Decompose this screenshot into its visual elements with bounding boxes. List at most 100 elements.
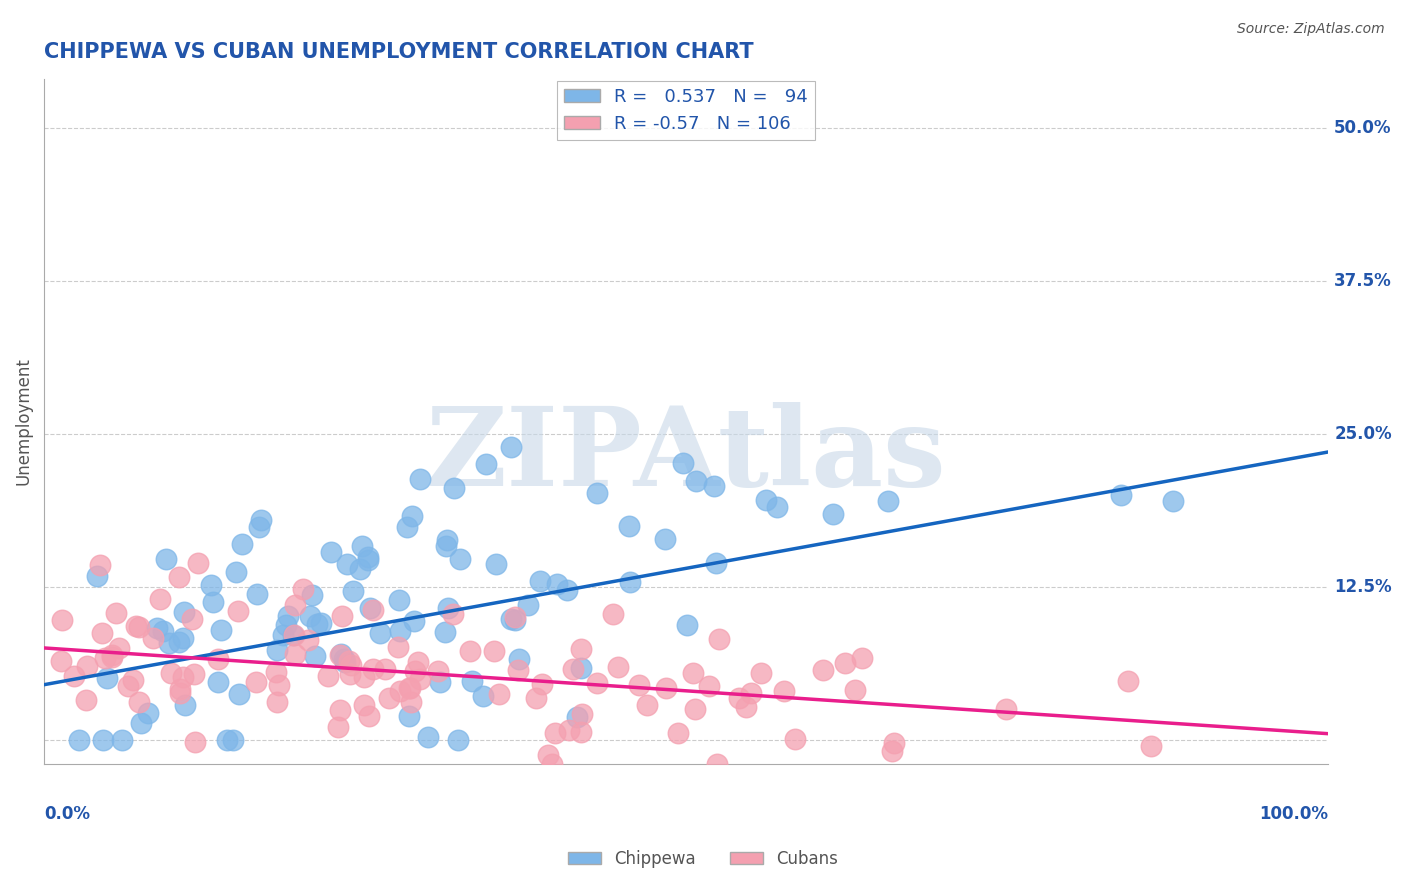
Point <box>404 664 426 678</box>
Point <box>585 676 607 690</box>
Point <box>357 553 380 567</box>
Point <box>62 669 84 683</box>
Point <box>811 663 834 677</box>
Point <box>228 687 250 701</box>
Point <box>531 677 554 691</box>
Point <box>501 612 523 626</box>
Point <box>350 539 373 553</box>
Point <box>155 551 177 566</box>
Point <box>586 486 609 500</box>
Point <box>755 492 778 507</box>
Point <box>619 575 641 590</box>
Point <box>152 624 174 639</box>
Point <box>636 698 658 712</box>
Point <box>173 605 195 619</box>
Text: 25.0%: 25.0% <box>1334 425 1392 442</box>
Point <box>851 651 873 665</box>
Point <box>398 709 420 723</box>
Point <box>472 690 495 704</box>
Point <box>353 670 375 684</box>
Point <box>569 661 592 675</box>
Point <box>785 732 807 747</box>
Point <box>655 681 678 695</box>
Text: CHIPPEWA VS CUBAN UNEMPLOYMENT CORRELATION CHART: CHIPPEWA VS CUBAN UNEMPLOYMENT CORRELATI… <box>44 42 754 62</box>
Point <box>329 703 352 717</box>
Point <box>740 686 762 700</box>
Point <box>309 616 332 631</box>
Point <box>336 557 359 571</box>
Point <box>877 493 900 508</box>
Point <box>361 603 384 617</box>
Point <box>441 607 464 621</box>
Point <box>823 508 845 522</box>
Point <box>169 570 191 584</box>
Point <box>283 628 305 642</box>
Point <box>250 513 273 527</box>
Point <box>416 730 439 744</box>
Point <box>357 549 380 564</box>
Point <box>91 732 114 747</box>
Point <box>449 552 471 566</box>
Point <box>181 612 204 626</box>
Point <box>316 669 339 683</box>
Point <box>488 687 510 701</box>
Point <box>157 636 180 650</box>
Point <box>654 532 676 546</box>
Point <box>706 757 728 772</box>
Point <box>399 695 422 709</box>
Point <box>524 691 547 706</box>
Point <box>773 684 796 698</box>
Point <box>247 519 270 533</box>
Point <box>994 702 1017 716</box>
Point <box>1109 488 1132 502</box>
Point <box>246 587 269 601</box>
Point <box>269 678 291 692</box>
Point <box>436 533 458 548</box>
Point <box>516 598 538 612</box>
Point <box>69 732 91 747</box>
Point <box>569 725 592 739</box>
Point <box>245 675 267 690</box>
Point <box>529 574 551 588</box>
Point <box>301 588 323 602</box>
Point <box>685 474 707 488</box>
Point <box>304 648 326 663</box>
Point <box>299 609 322 624</box>
Point <box>628 678 651 692</box>
Point <box>174 698 197 712</box>
Point <box>183 667 205 681</box>
Point <box>128 620 150 634</box>
Point <box>297 633 319 648</box>
Point <box>274 617 297 632</box>
Point <box>96 671 118 685</box>
Point <box>111 732 134 747</box>
Point <box>169 682 191 697</box>
Point <box>429 674 451 689</box>
Point <box>374 662 396 676</box>
Point <box>387 640 409 655</box>
Text: ZIPAtlas: ZIPAtlas <box>426 402 946 509</box>
Point <box>571 706 593 721</box>
Point <box>108 641 131 656</box>
Point <box>329 648 352 662</box>
Point <box>834 656 856 670</box>
Point <box>266 695 288 709</box>
Point <box>105 606 128 620</box>
Point <box>146 621 169 635</box>
Point <box>399 681 422 695</box>
Y-axis label: Unemployment: Unemployment <box>15 358 32 485</box>
Point <box>217 732 239 747</box>
Point <box>666 726 689 740</box>
Text: 37.5%: 37.5% <box>1334 272 1392 290</box>
Point <box>339 667 361 681</box>
Point <box>484 643 506 657</box>
Text: Source: ZipAtlas.com: Source: ZipAtlas.com <box>1237 22 1385 37</box>
Point <box>125 618 148 632</box>
Point <box>683 701 706 715</box>
Point <box>284 599 307 613</box>
Point <box>149 592 172 607</box>
Point <box>142 631 165 645</box>
Point <box>558 723 581 738</box>
Point <box>359 601 381 615</box>
Point <box>555 583 578 598</box>
